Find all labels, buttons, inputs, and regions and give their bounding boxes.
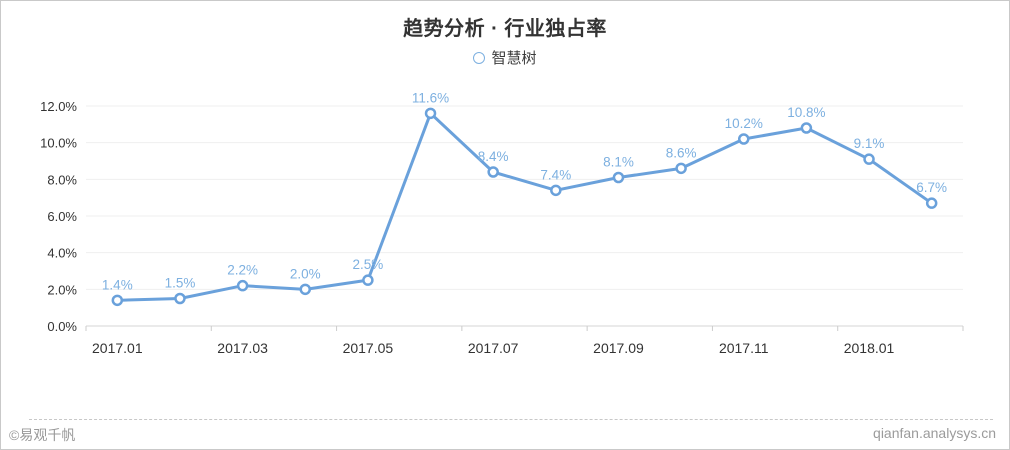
data-point[interactable] <box>487 166 499 178</box>
site-link[interactable]: qianfan.analysys.cn <box>873 425 996 441</box>
chart-title: 趋势分析 · 行业独占率 <box>403 18 607 40</box>
y-tick-label: 8.0% <box>47 172 77 187</box>
data-point[interactable] <box>675 162 687 175</box>
point-value-label: 9.1% <box>854 136 885 151</box>
legend-item[interactable]: 智慧树 <box>1 47 1009 68</box>
x-tick-label: 2017.01 <box>92 340 143 356</box>
y-tick-label: 4.0% <box>47 246 77 261</box>
footer-divider <box>29 419 993 420</box>
point-value-label: 2.0% <box>290 266 321 281</box>
point-value-label: 8.1% <box>603 155 634 170</box>
x-tick-label: 2018.01 <box>844 340 895 356</box>
y-tick-label: 6.0% <box>47 209 77 224</box>
data-point[interactable] <box>738 133 750 145</box>
data-point[interactable] <box>299 283 311 296</box>
point-value-label: 7.4% <box>540 167 571 182</box>
point-value-label: 10.2% <box>725 116 763 131</box>
x-tick-label: 2017.07 <box>468 340 519 356</box>
data-point[interactable] <box>863 153 875 165</box>
y-tick-label: 10.0% <box>40 136 77 151</box>
data-point[interactable] <box>424 107 437 120</box>
x-tick-label: 2017.03 <box>217 340 268 356</box>
data-point[interactable] <box>236 279 249 292</box>
data-point[interactable] <box>800 122 813 134</box>
x-tick-label: 2017.09 <box>593 340 644 356</box>
legend-marker-icon <box>473 51 486 64</box>
x-tick-label: 2017.11 <box>719 340 769 356</box>
y-tick-label: 0.0% <box>47 319 77 334</box>
legend-label: 智慧树 <box>491 50 537 67</box>
x-tick-label: 2017.05 <box>343 340 394 356</box>
data-point[interactable] <box>362 274 374 286</box>
data-point[interactable] <box>612 171 625 184</box>
data-point[interactable] <box>174 292 186 305</box>
data-point[interactable] <box>925 197 938 209</box>
point-value-label: 2.5% <box>353 257 384 272</box>
copyright-text: ©易观千帆 <box>9 427 76 443</box>
point-value-label: 1.5% <box>165 276 196 291</box>
y-tick-label: 12.0% <box>40 99 77 114</box>
data-point[interactable] <box>111 294 124 307</box>
point-value-label: 10.8% <box>787 105 825 120</box>
point-value-label: 1.4% <box>102 277 133 292</box>
point-value-label: 2.2% <box>227 263 258 278</box>
point-value-label: 6.7% <box>916 180 947 195</box>
point-value-label: 8.6% <box>666 145 697 160</box>
point-value-label: 8.4% <box>478 149 509 164</box>
point-value-label: 11.6% <box>412 90 449 105</box>
y-tick-label: 2.0% <box>47 282 77 297</box>
series-line <box>115 111 934 302</box>
data-point[interactable] <box>550 184 562 197</box>
